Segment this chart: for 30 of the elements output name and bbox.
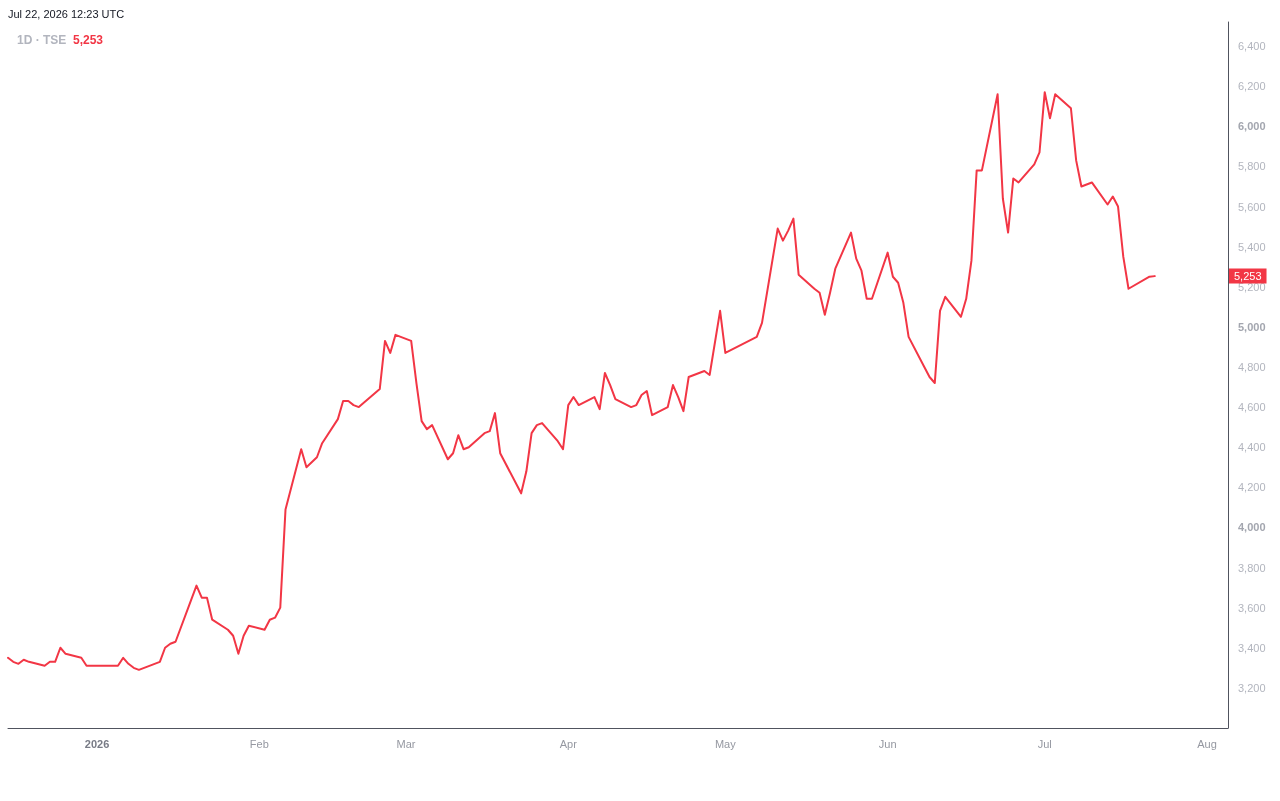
x-tick-label: Feb	[249, 737, 269, 750]
y-tick-label: 5,400	[1238, 240, 1266, 253]
y-tick-label: 5,800	[1238, 160, 1266, 173]
y-tick-label: 4,200	[1238, 481, 1266, 494]
text: Jul 22, 2026 12:23 UTC	[8, 7, 125, 20]
x-tick-label: 2026	[84, 737, 110, 750]
y-tick-label: 4,400	[1238, 441, 1266, 454]
y-tick-label: 6,400	[1238, 40, 1266, 53]
line-series	[7, 91, 1156, 671]
y-tick-label: 3,600	[1238, 601, 1266, 614]
x-tick-label: Aug	[1197, 737, 1217, 750]
annotation: 5,253	[1234, 270, 1262, 283]
y-tick-label: 6,200	[1238, 80, 1266, 93]
text: 1D · TSE	[17, 33, 67, 47]
x-tick-label: Jul	[1037, 737, 1052, 750]
x-tick-label: Jun	[878, 737, 897, 750]
y-tick-label: 6,000	[1238, 120, 1266, 133]
y-tick-label: 4,800	[1238, 360, 1266, 373]
y-tick-label: 3,400	[1238, 641, 1266, 654]
x-tick-label: May	[714, 737, 737, 750]
y-tick-label: 4,600	[1238, 401, 1266, 414]
x-tick-label: Mar	[396, 737, 416, 750]
text: 5,253	[73, 33, 104, 47]
y-tick-label: 4,000	[1238, 521, 1266, 534]
y-tick-label: 5,000	[1238, 320, 1266, 333]
x-tick-label: Apr	[559, 737, 578, 750]
y-tick-label: 5,600	[1238, 200, 1266, 213]
y-tick-label: 3,200	[1238, 681, 1266, 694]
y-tick-label: 5,200	[1238, 280, 1266, 293]
y-tick-label: 3,800	[1238, 561, 1266, 574]
